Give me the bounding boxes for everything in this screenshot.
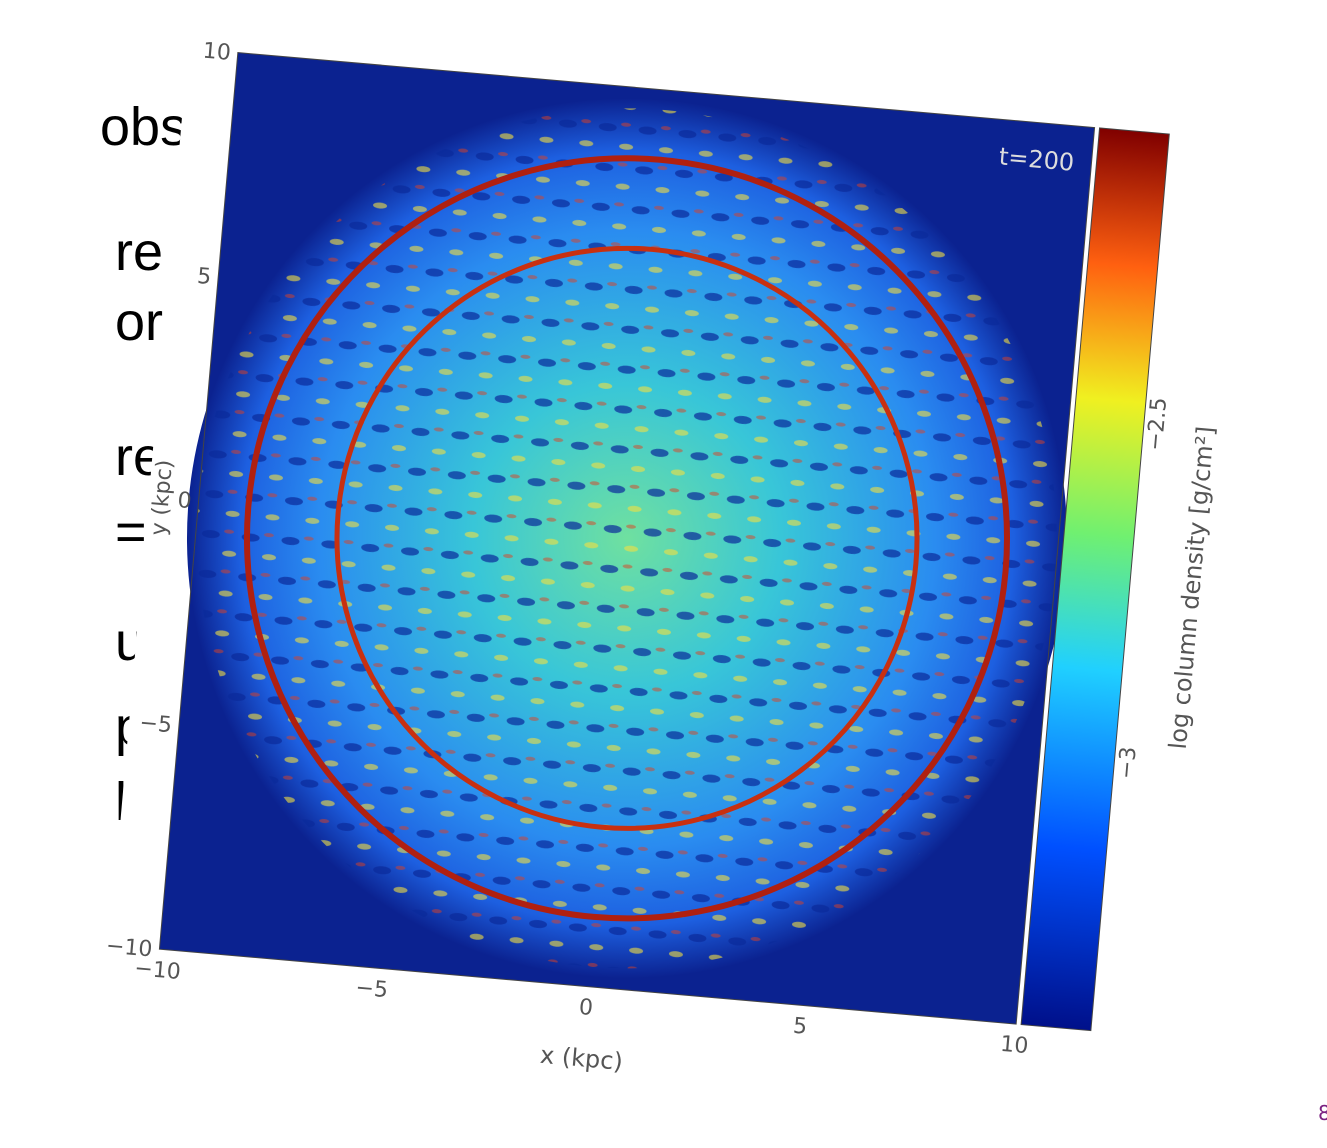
y-tick-label: 0 [176,488,192,514]
page-number: 8 [1318,1101,1327,1125]
colorbar-label: log column density [g/cm²] [1164,425,1220,750]
x-tick-label: 10 [999,1032,1029,1059]
text-fragment: = [115,502,147,562]
x-label: x (kpc) [539,1041,624,1076]
x-tick-label: 5 [792,1014,808,1040]
y-tick-label: −10 [105,934,153,963]
page: obsreorre=upl 8 −10−505101050−5−10−2.5−3… [0,0,1327,1148]
colorbar-tick-label: −3 [1114,746,1142,780]
y-tick-label: 5 [196,264,212,290]
y-tick-label: −5 [139,711,173,739]
text-fragment: or [115,292,163,352]
x-tick-label: −5 [354,975,388,1003]
colorbar-tick-label: −2.5 [1143,396,1173,451]
y-tick-label: 10 [202,39,232,66]
text-fragment: obs [100,97,187,157]
text-fragment: re [115,222,163,282]
slide: obsreorre=upl 8 −10−505101050−5−10−2.5−3… [0,0,1327,1148]
x-tick-label: 0 [578,995,594,1021]
